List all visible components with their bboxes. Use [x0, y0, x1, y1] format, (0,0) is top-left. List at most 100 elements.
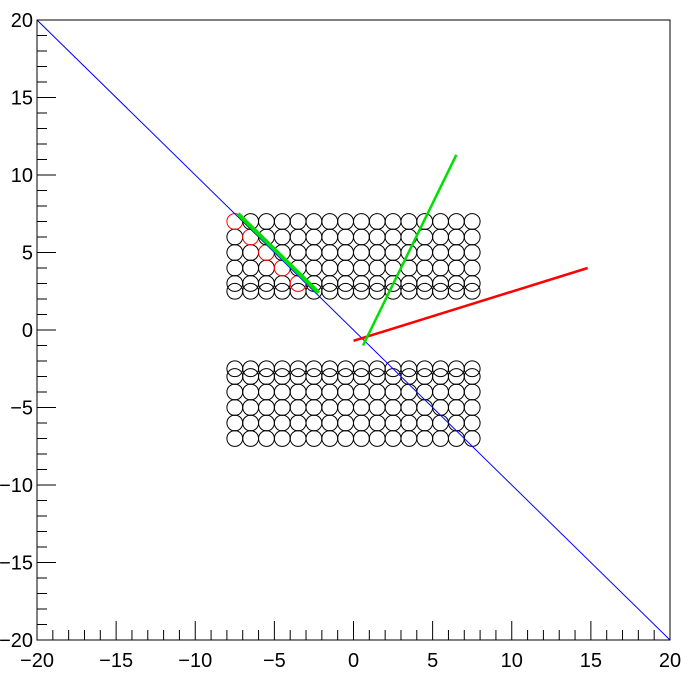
tube-circle	[353, 244, 370, 261]
tube-circle	[353, 213, 370, 230]
tube-circle	[463, 414, 481, 432]
tube-circle	[400, 399, 418, 416]
tube-circle	[305, 244, 323, 261]
tube-circle	[463, 383, 481, 401]
tube-circle	[337, 414, 354, 432]
tube-circle	[242, 244, 260, 261]
tube-circle	[447, 228, 465, 246]
tube-circle	[226, 228, 244, 246]
tube-circle	[447, 414, 465, 432]
tube-circle	[337, 430, 354, 447]
tube-circle	[368, 414, 386, 432]
tube-circle	[416, 259, 434, 277]
tube-circle	[321, 414, 339, 432]
tube-circle	[432, 383, 449, 401]
y-tick-label: −5	[10, 398, 33, 420]
tube-circle	[305, 259, 323, 277]
y-tick-label: 10	[11, 165, 33, 187]
tube-circle	[368, 213, 386, 230]
tube-circle	[242, 399, 260, 416]
tube-circle	[289, 383, 307, 401]
tube-circle	[305, 430, 323, 447]
tube-circle	[432, 259, 449, 277]
y-tick-label: −10	[0, 475, 33, 497]
tube-circle	[384, 244, 402, 261]
tube-circle	[242, 414, 260, 432]
track-line-3	[236, 212, 321, 295]
tube-circle	[258, 414, 275, 432]
y-tick-label: 15	[11, 88, 33, 110]
tube-circle	[368, 430, 386, 447]
tube-circle	[289, 399, 307, 416]
tube-circle	[353, 228, 370, 246]
tube-circle	[273, 414, 291, 432]
track-line-0	[36, 19, 671, 641]
tube-circle	[463, 244, 481, 261]
tube-circle	[226, 430, 244, 447]
tube-circle	[416, 383, 434, 401]
tube-circle	[447, 399, 465, 416]
tube-circle	[226, 383, 244, 401]
tube-circle	[258, 399, 275, 416]
tube-circle	[305, 383, 323, 401]
tube-circle	[258, 213, 275, 230]
tube-circle	[305, 399, 323, 416]
track-line-2	[361, 154, 458, 347]
tube-circle	[463, 399, 481, 416]
tube-circle	[305, 414, 323, 432]
tube-circle	[289, 228, 307, 246]
tube-circle	[226, 259, 244, 277]
tube-circle	[447, 244, 465, 261]
tube-circle	[384, 414, 402, 432]
tube-circle	[337, 259, 354, 277]
tube-circle	[289, 213, 307, 230]
tube-circle	[400, 383, 418, 401]
x-tick-label: 5	[427, 650, 438, 672]
y-tick-label: −15	[0, 553, 33, 575]
tube-circle	[416, 244, 434, 261]
tube-circle	[368, 399, 386, 416]
tube-circle	[258, 259, 275, 277]
x-tick-label: 15	[580, 650, 602, 672]
tube-circle	[321, 383, 339, 401]
tube-circle	[432, 430, 449, 447]
tube-circle	[273, 213, 291, 230]
tube-circle	[368, 259, 386, 277]
tube-circle	[416, 399, 434, 416]
tube-circle	[258, 430, 275, 447]
x-tick-label: 0	[348, 650, 359, 672]
tube-circle	[226, 399, 244, 416]
tube-circle	[447, 213, 465, 230]
tube-circle	[463, 259, 481, 277]
tube-circle	[305, 213, 323, 230]
tube-circle	[289, 414, 307, 432]
y-tick-label: 5	[22, 243, 33, 265]
tube-circle	[337, 399, 354, 416]
tube-circle	[432, 414, 449, 432]
x-tick-label: −10	[178, 650, 212, 672]
tube-circle	[321, 213, 339, 230]
x-tick-label: −15	[99, 650, 133, 672]
x-tick-label: 10	[501, 650, 523, 672]
labels-layer: −20 −15 −10 −5 0 5 10 15 20 −20 −15 −10 −5 0 5 10 15 20	[0, 10, 681, 672]
tube-circle	[384, 213, 402, 230]
y-tick-label: 20	[11, 10, 33, 32]
tube-circle	[226, 244, 244, 261]
tube-circle	[368, 228, 386, 246]
tube-circle	[337, 244, 354, 261]
tube-circle	[447, 430, 465, 447]
tube-circle	[432, 213, 449, 230]
tube-circle	[289, 430, 307, 447]
tube-circle	[353, 383, 370, 401]
tube-circle	[226, 414, 244, 432]
x-tick-label: −5	[263, 650, 286, 672]
tube-circle	[463, 228, 481, 246]
tube-circle	[321, 259, 339, 277]
tube-circle	[463, 282, 481, 300]
tube-circle	[353, 430, 370, 447]
tube-circle	[463, 360, 481, 378]
tube-circle	[305, 228, 323, 246]
tube-circle	[353, 399, 370, 416]
tube-circle	[384, 228, 402, 246]
